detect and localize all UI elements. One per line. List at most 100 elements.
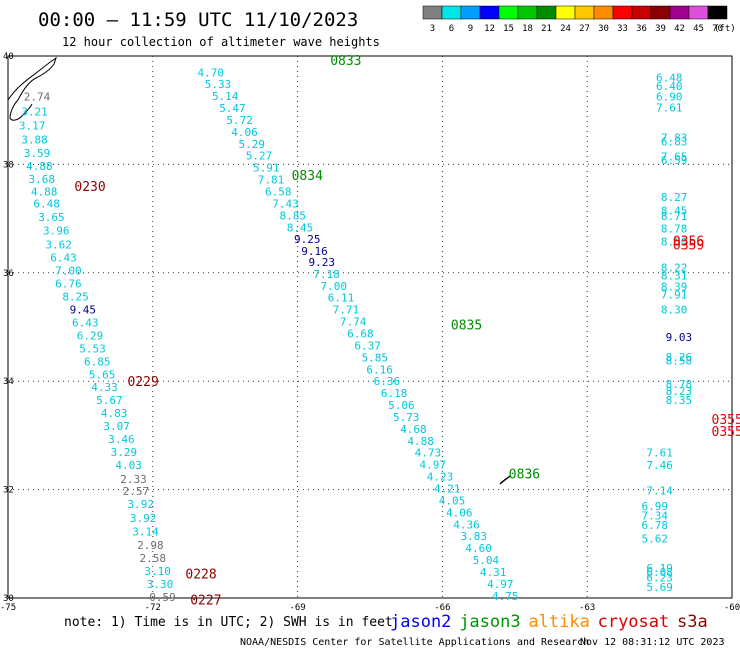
swh-value-cryosat: 6.19 xyxy=(646,562,673,575)
swh-value-jason3: 5.72 xyxy=(226,114,253,127)
swh-value-jason3: 9.25 xyxy=(294,233,321,246)
swh-value-s3a: 3.30 xyxy=(147,578,174,591)
swh-value-cryosat: 8.50 xyxy=(661,235,688,248)
legend-label: 18 xyxy=(522,24,533,34)
swh-value-cryosat: 8.26 xyxy=(666,351,693,364)
legend-label: 15 xyxy=(503,24,514,34)
legend-label: 42 xyxy=(674,24,685,34)
time-label: 0228 xyxy=(185,568,216,583)
swh-value-cryosat: 8.31 xyxy=(661,270,688,283)
swh-value-jason3: 8.85 xyxy=(280,209,307,222)
swh-value-cryosat: 5.62 xyxy=(642,532,669,545)
legend-label: 21 xyxy=(541,24,552,34)
legend-label: 39 xyxy=(655,24,666,34)
legend-label: 6 xyxy=(449,24,454,34)
swh-value-cryosat: 7.34 xyxy=(642,510,669,523)
swh-value-s3a: 3.10 xyxy=(144,565,171,578)
legend-label: 9 xyxy=(468,24,473,34)
x-tick-label: -72 xyxy=(145,603,161,613)
legend-swatch xyxy=(612,5,633,20)
x-tick-label: -66 xyxy=(434,603,450,613)
swh-value-jason3: 5.29 xyxy=(238,138,265,151)
legend-label: 3 xyxy=(430,24,435,34)
swh-color-legend: 3 6 9 12 15 18 21 24 27 30 33 36 39 42 45 70 xyxy=(422,5,728,34)
legend-swatch xyxy=(574,5,595,20)
swh-value-s3a: 3.92 xyxy=(130,512,157,525)
time-label: 0355 xyxy=(712,413,740,428)
swh-value-cryosat: 7.14 xyxy=(646,485,673,498)
swh-value-s3a: 3.68 xyxy=(29,173,56,186)
legend-label: 36 xyxy=(636,24,647,34)
swh-value-s3a: 6.85 xyxy=(84,356,111,369)
legend-label: 24 xyxy=(560,24,571,34)
swh-value-jason3: 6.37 xyxy=(354,339,381,352)
swh-value-jason3: 4.97 xyxy=(487,578,514,591)
legend-label: 12 xyxy=(484,24,495,34)
legend-swatch xyxy=(707,5,728,20)
legend-label: 30 xyxy=(598,24,609,34)
time-label: 0355 xyxy=(712,425,740,440)
swh-value-s3a: 2.57 xyxy=(123,485,150,498)
swh-value-cryosat: 6.08 xyxy=(646,566,673,579)
swh-value-jason3: 5.04 xyxy=(473,554,500,567)
swh-value-s3a: 3.14 xyxy=(132,525,159,538)
swh-value-jason3: 5.85 xyxy=(362,351,389,364)
swh-value-jason3: 9.23 xyxy=(308,256,335,269)
swh-value-jason3: 6.11 xyxy=(328,292,355,305)
x-tick-label: -63 xyxy=(579,603,595,613)
swh-value-s3a: 8.25 xyxy=(62,291,89,304)
swh-value-s3a: 3.62 xyxy=(45,239,72,252)
y-tick-label: 38 xyxy=(3,160,14,170)
time-label: 0230 xyxy=(74,180,105,195)
swh-value-jason3: 4.06 xyxy=(231,126,258,139)
swh-value-jason3: 3.83 xyxy=(461,530,488,543)
legend-swatch xyxy=(669,5,690,20)
swh-value-s3a: 2.74 xyxy=(24,91,51,104)
swh-value-jason3: 7.00 xyxy=(321,280,348,293)
satellite-s3a: s3a xyxy=(677,612,708,632)
swh-value-s3a: 3.88 xyxy=(21,133,48,146)
swh-value-s3a: 3.96 xyxy=(43,225,70,238)
swh-value-s3a: 0.59 xyxy=(149,591,176,604)
swh-value-jason3: 5.06 xyxy=(388,399,415,412)
swh-value-cryosat: 7.83 xyxy=(661,131,688,144)
swh-value-jason3: 6.16 xyxy=(366,363,393,376)
swh-value-cryosat: 7.61 xyxy=(656,101,683,114)
x-axis-ticks: -75 -72 -69 -66 -63 -60 xyxy=(0,603,740,613)
swh-value-jason3: 4.73 xyxy=(415,447,442,460)
legend-swatch xyxy=(517,5,538,20)
swh-value-jason3: 4.60 xyxy=(465,542,492,555)
swh-value-jason3: 4.05 xyxy=(439,494,466,507)
time-label: 0227 xyxy=(190,594,221,609)
swh-value-jason3: 5.73 xyxy=(393,411,420,424)
swh-value-jason3: 4.97 xyxy=(419,459,446,472)
swh-value-jason3: 6.58 xyxy=(265,186,292,199)
satellite-cryosat: cryosat xyxy=(598,612,670,632)
swh-value-jason3: 7.71 xyxy=(333,304,360,317)
satellite-legend: jason2 jason3 altika cryosat s3a xyxy=(390,612,708,632)
plot-frame xyxy=(7,55,733,599)
swh-value-s3a: 9.45 xyxy=(70,304,97,317)
y-tick-label: 40 xyxy=(3,52,14,62)
legend-label: 70 xyxy=(712,24,723,34)
swh-value-cryosat: 6.23 xyxy=(646,571,673,584)
swh-value-jason3: 5.27 xyxy=(246,150,273,163)
satellite-jason2: jason2 xyxy=(390,612,451,632)
swh-value-cryosat: 6.40 xyxy=(656,80,683,93)
swh-value-cryosat: 8.27 xyxy=(661,191,688,204)
swh-value-cryosat: 7.65 xyxy=(661,150,688,163)
swh-value-cryosat: 7.61 xyxy=(646,447,673,460)
chart-title: 00:00 – 11:59 UTC 11/10/2023 xyxy=(38,9,358,31)
legend-swatch xyxy=(688,5,709,20)
swh-value-jason3: 9.16 xyxy=(301,245,328,258)
swh-value-cryosat: 8.30 xyxy=(661,304,688,317)
swh-value-cryosat: 6.90 xyxy=(656,91,683,104)
legend-swatch xyxy=(422,5,443,20)
swh-value-jason3: 4.06 xyxy=(446,506,473,519)
y-axis-ticks: 30 32 34 36 38 40 xyxy=(3,52,14,604)
legend-swatch xyxy=(498,5,519,20)
swh-value-cryosat: 7.91 xyxy=(661,288,688,301)
swh-value-cryosat: 8.71 xyxy=(661,210,688,223)
swh-values: 2.743.213.173.883.594.883.684.886.483.65… xyxy=(19,66,692,604)
swh-value-cryosat: 8.45 xyxy=(661,204,688,217)
